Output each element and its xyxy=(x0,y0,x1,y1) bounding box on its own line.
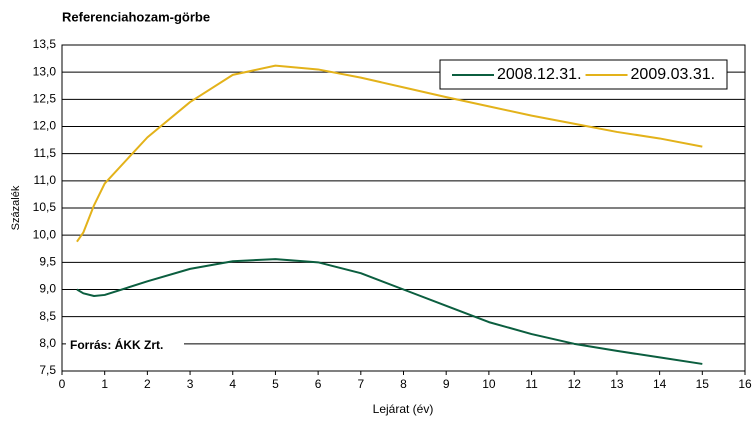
x-tick-label: 7 xyxy=(357,377,364,391)
y-tick-label: 12,0 xyxy=(33,119,57,133)
y-tick-label: 9,5 xyxy=(39,255,56,269)
y-tick-label: 8,5 xyxy=(39,309,56,323)
y-tick-label: 9,0 xyxy=(39,282,56,296)
y-tick-label: 7,5 xyxy=(39,363,56,377)
x-axis-label: Lejárat (év) xyxy=(373,402,434,416)
x-tick-label: 3 xyxy=(187,377,194,391)
x-tick-label: 2 xyxy=(144,377,151,391)
legend-label: 2008.12.31. xyxy=(497,66,582,83)
x-tick-label: 9 xyxy=(443,377,450,391)
y-tick-label: 8,0 xyxy=(39,336,56,350)
plot-border xyxy=(61,44,746,372)
x-tick-label: 5 xyxy=(272,377,279,391)
x-tick-label: 1 xyxy=(101,377,108,391)
x-tick-label: 11 xyxy=(525,377,538,391)
y-tick-label: 13,5 xyxy=(33,37,57,51)
x-tick-label: 12 xyxy=(568,377,582,391)
x-tick-label: 14 xyxy=(653,377,667,391)
chart-title: Referenciahozam-görbe xyxy=(62,9,210,24)
x-tick-label: 4 xyxy=(229,377,236,391)
x-tick-label: 8 xyxy=(400,377,407,391)
legend-label: 2009.03.31. xyxy=(631,66,716,83)
y-tick-label: 11,5 xyxy=(34,146,57,160)
annotation-box xyxy=(66,337,184,353)
x-tick-label: 6 xyxy=(315,377,322,391)
y-tick-label: 13,0 xyxy=(33,64,57,78)
y-tick-label: 10,0 xyxy=(33,227,57,241)
x-tick-label: 15 xyxy=(696,377,710,391)
y-tick-label: 12,5 xyxy=(33,92,57,106)
x-tick-label: 10 xyxy=(482,377,496,391)
x-tick-label: 16 xyxy=(738,377,752,391)
x-tick-label: 13 xyxy=(610,377,624,391)
y-axis-label: Százalék xyxy=(10,185,22,230)
series-line xyxy=(76,258,703,365)
y-tick-label: 10,5 xyxy=(33,200,57,214)
y-tick-label: 11,0 xyxy=(34,173,57,187)
x-tick-label: 0 xyxy=(59,377,66,391)
annotation: Forrás: ÁKK Zrt. xyxy=(70,337,163,352)
series-line xyxy=(76,64,703,243)
